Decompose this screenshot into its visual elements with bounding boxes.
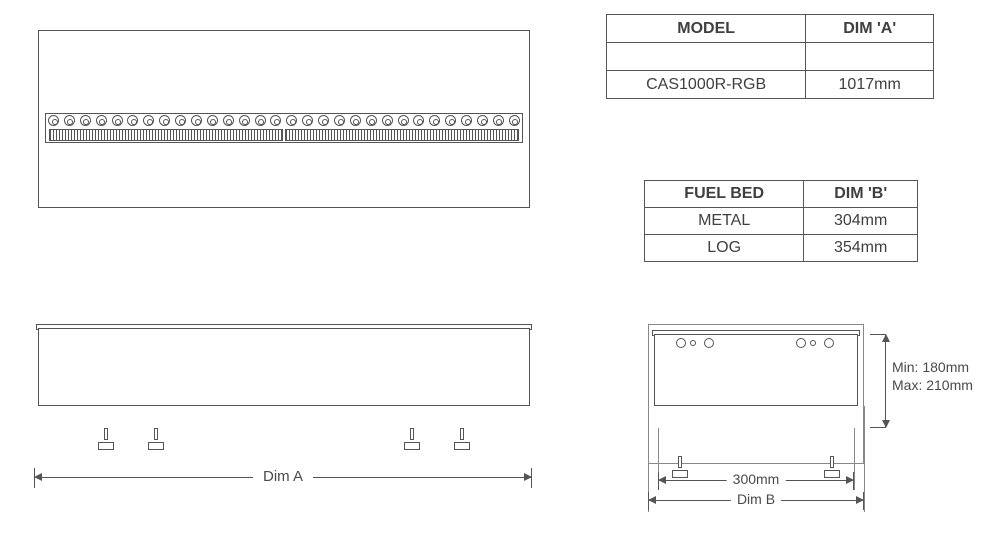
drawing-page: MODEL DIM 'A' CAS1000R-RGB 1017mm FUEL B… <box>0 0 984 536</box>
height-max-label: Max: 210mm <box>892 376 973 394</box>
height-dimension-bracket <box>870 334 886 428</box>
led-icon <box>96 115 107 126</box>
led-icon <box>302 115 313 126</box>
led-icon <box>239 115 250 126</box>
table-cell-model: CAS1000R-RGB <box>607 71 806 99</box>
side-elevation <box>38 328 530 428</box>
led-icon <box>509 115 520 126</box>
port-icon <box>676 338 686 348</box>
led-icon <box>207 115 218 126</box>
table-row <box>607 43 934 71</box>
table-cell <box>607 43 806 71</box>
table-row: LOG 354mm <box>645 235 918 262</box>
led-icon <box>255 115 266 126</box>
dimension-300-label: 300mm <box>727 471 786 487</box>
led-icon <box>461 115 472 126</box>
table-cell-dim-b: 304mm <box>804 208 918 235</box>
port-icon <box>810 340 816 346</box>
adjustable-foot <box>148 428 164 450</box>
dimension-a-label: Dim A <box>253 468 313 485</box>
led-strip <box>45 113 523 143</box>
grille-half-left <box>49 129 283 141</box>
dimension-b: Dim B <box>648 492 864 510</box>
led-icon <box>382 115 393 126</box>
table-row: MODEL DIM 'A' <box>607 15 934 43</box>
end-view: Min: 180mm Max: 210mm 300mm Dim B <box>648 324 932 514</box>
led-icon <box>48 115 59 126</box>
grille-half-right <box>285 129 519 141</box>
led-icon <box>112 115 123 126</box>
port-icon <box>704 338 714 348</box>
table-header-dim-a: DIM 'A' <box>806 15 934 43</box>
led-icon <box>64 115 75 126</box>
port-icon <box>796 338 806 348</box>
led-row <box>48 115 520 127</box>
table-fuel-bed: FUEL BED DIM 'B' METAL 304mm LOG 354mm <box>644 180 918 262</box>
table-header-fuel-bed: FUEL BED <box>645 181 804 208</box>
adjustable-foot <box>404 428 420 450</box>
table-cell-dim-b: 354mm <box>804 235 918 262</box>
front-view <box>38 30 530 208</box>
table-header-dim-b: DIM 'B' <box>804 181 918 208</box>
led-icon <box>127 115 138 126</box>
led-icon <box>286 115 297 126</box>
height-range-labels: Min: 180mm Max: 210mm <box>892 358 973 394</box>
table-row: FUEL BED DIM 'B' <box>645 181 918 208</box>
port-icon <box>824 338 834 348</box>
grille-row <box>48 129 520 141</box>
led-icon <box>366 115 377 126</box>
led-icon <box>223 115 234 126</box>
led-icon <box>270 115 281 126</box>
table-cell-dim-a: 1017mm <box>806 71 934 99</box>
table-model: MODEL DIM 'A' CAS1000R-RGB 1017mm <box>606 14 934 99</box>
table-row: METAL 304mm <box>645 208 918 235</box>
adjustable-foot <box>98 428 114 450</box>
dimension-300: 300mm <box>658 472 854 490</box>
led-icon <box>413 115 424 126</box>
height-min-label: Min: 180mm <box>892 358 973 376</box>
adjustable-foot <box>454 428 470 450</box>
extension-line <box>864 406 865 512</box>
led-icon <box>477 115 488 126</box>
dimension-b-label: Dim B <box>731 491 781 507</box>
led-icon <box>493 115 504 126</box>
table-cell-fuel: METAL <box>645 208 804 235</box>
side-body <box>38 328 530 406</box>
table-header-model: MODEL <box>607 15 806 43</box>
led-icon <box>159 115 170 126</box>
port-icon <box>690 340 696 346</box>
table-row: CAS1000R-RGB 1017mm <box>607 71 934 99</box>
table-cell-fuel: LOG <box>645 235 804 262</box>
led-icon <box>143 115 154 126</box>
led-icon <box>398 115 409 126</box>
led-icon <box>445 115 456 126</box>
led-icon <box>350 115 361 126</box>
led-icon <box>334 115 345 126</box>
led-icon <box>318 115 329 126</box>
led-icon <box>429 115 440 126</box>
dimension-a: Dim A <box>34 468 532 488</box>
led-icon <box>191 115 202 126</box>
led-icon <box>175 115 186 126</box>
table-cell <box>806 43 934 71</box>
led-icon <box>80 115 91 126</box>
